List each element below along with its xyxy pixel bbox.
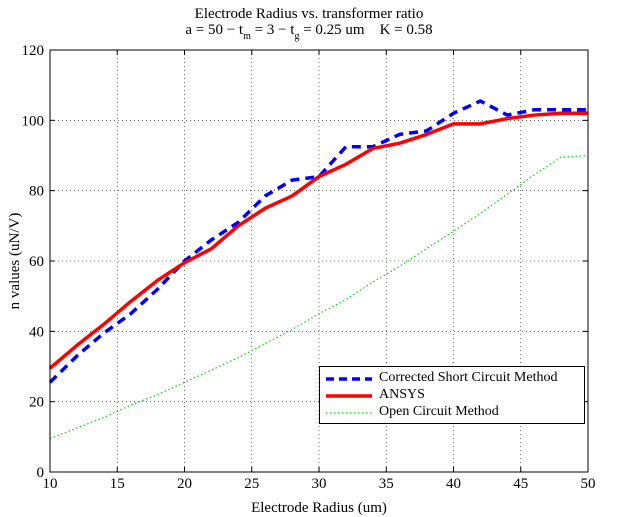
legend-entry-ansys: ANSYS <box>320 387 584 405</box>
subtitle-subscript-m: m <box>243 31 251 42</box>
series-line-2 <box>49 154 589 440</box>
legend-swatch-solid <box>326 394 372 398</box>
x-tick-label: 15 <box>110 476 125 492</box>
y-axis-label: n values (uN/V) <box>7 213 23 310</box>
legend-entry-open: Open Circuit Method <box>320 404 584 422</box>
y-tick-label: 40 <box>29 324 44 340</box>
y-tick-label: 100 <box>22 113 45 129</box>
x-tick-label: 40 <box>446 476 461 492</box>
subtitle-part: = 3 − t <box>250 22 295 38</box>
legend-entry-corrected: Corrected Short Circuit Method <box>320 370 584 388</box>
x-tick-label: 10 <box>43 476 58 492</box>
series-line-1 <box>48 111 588 370</box>
legend-label: ANSYS <box>379 387 425 402</box>
x-tick-label: 35 <box>379 476 394 492</box>
y-tick-label: 60 <box>29 254 44 270</box>
y-tick-label: 20 <box>29 395 44 411</box>
x-tick-label: 50 <box>581 476 596 492</box>
x-tick-label: 25 <box>244 476 259 492</box>
subtitle-subscript-g: g <box>294 31 300 42</box>
legend-label: Open Circuit Method <box>379 404 499 419</box>
legend-label: Corrected Short Circuit Method <box>379 370 558 385</box>
legend-swatch-dotted <box>326 412 372 414</box>
legend-swatch-dashed <box>326 377 372 381</box>
y-tick-label: 0 <box>37 465 45 481</box>
x-axis-label: Electrode Radius (um) <box>251 500 387 516</box>
x-tick-label: 45 <box>513 476 528 492</box>
subtitle-part: a = 50 − t <box>185 22 244 38</box>
x-tick-label: 30 <box>312 476 327 492</box>
y-tick-label: 80 <box>29 184 44 200</box>
chart-title: Electrode Radius vs. transformer ratio <box>194 6 424 22</box>
chart-legend: Corrected Short Circuit Method ANSYS Ope… <box>319 366 585 424</box>
subtitle-part: = 0.25 um K = 0.58 <box>299 22 433 38</box>
x-tick-label: 20 <box>177 476 192 492</box>
chart-subtitle: a = 50 − tm = 3 − tg = 0.25 um K = 0.58 <box>0 22 618 42</box>
y-tick-label: 120 <box>22 43 45 59</box>
